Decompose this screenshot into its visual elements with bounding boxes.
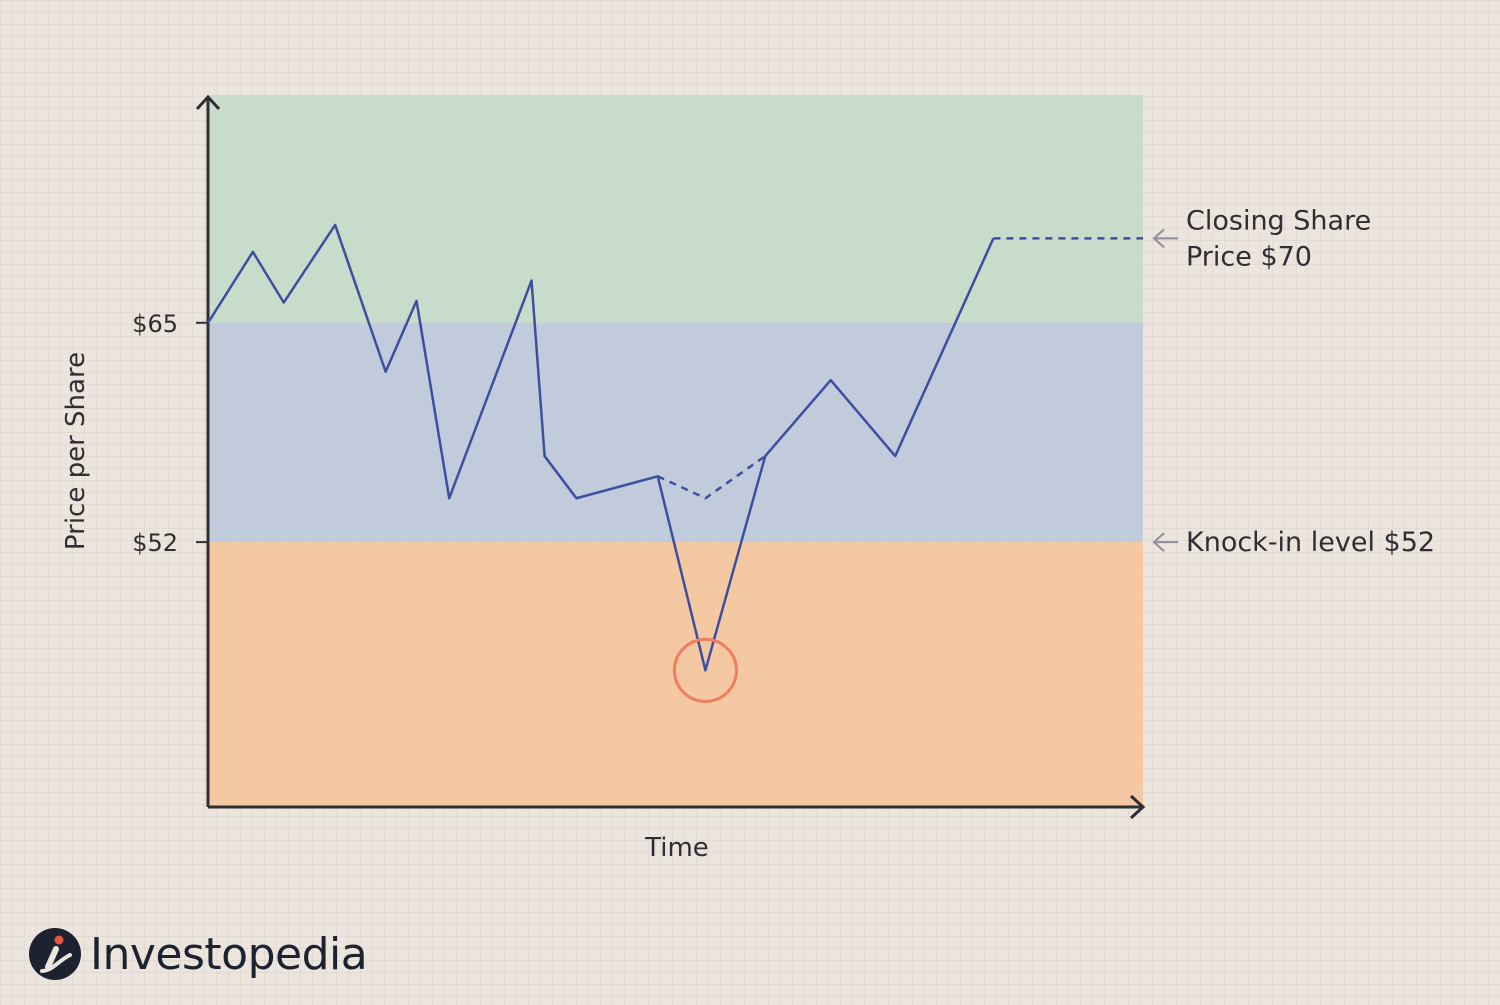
annotations: Closing Share Price $70 Knock-in level $52	[1152, 205, 1435, 558]
y-tick-labels: $65 $52	[132, 310, 208, 557]
band-0	[208, 95, 1143, 323]
annotation-arrow-1	[1152, 532, 1178, 552]
x-axis	[208, 794, 1146, 820]
brand-logo: Investopedia	[28, 922, 368, 986]
x-axis-label: Time	[644, 833, 709, 863]
breach-highlight-circle	[672, 637, 738, 703]
y-axis	[195, 94, 221, 807]
y-tick-label-1: $52	[132, 529, 178, 557]
y-tick-label-0: $65	[132, 310, 178, 338]
y-axis-label: Price per Share	[61, 352, 91, 550]
annotation-text-0-0: Closing Share	[1186, 205, 1371, 236]
annotation-text-0-1: Price $70	[1186, 241, 1312, 272]
series-line-0	[206, 223, 995, 672]
annotation-arrow-0	[1152, 228, 1178, 249]
highlight	[672, 637, 738, 703]
annotation-text-1-0: Knock-in level $52	[1186, 527, 1435, 558]
brand-name: Investopedia	[90, 928, 368, 980]
band-1	[208, 322, 1143, 543]
investopedia-logo-icon	[29, 928, 81, 980]
series-line-1	[657, 455, 766, 500]
axes	[195, 94, 1146, 820]
series	[206, 223, 1143, 672]
background-bands	[208, 95, 1143, 807]
